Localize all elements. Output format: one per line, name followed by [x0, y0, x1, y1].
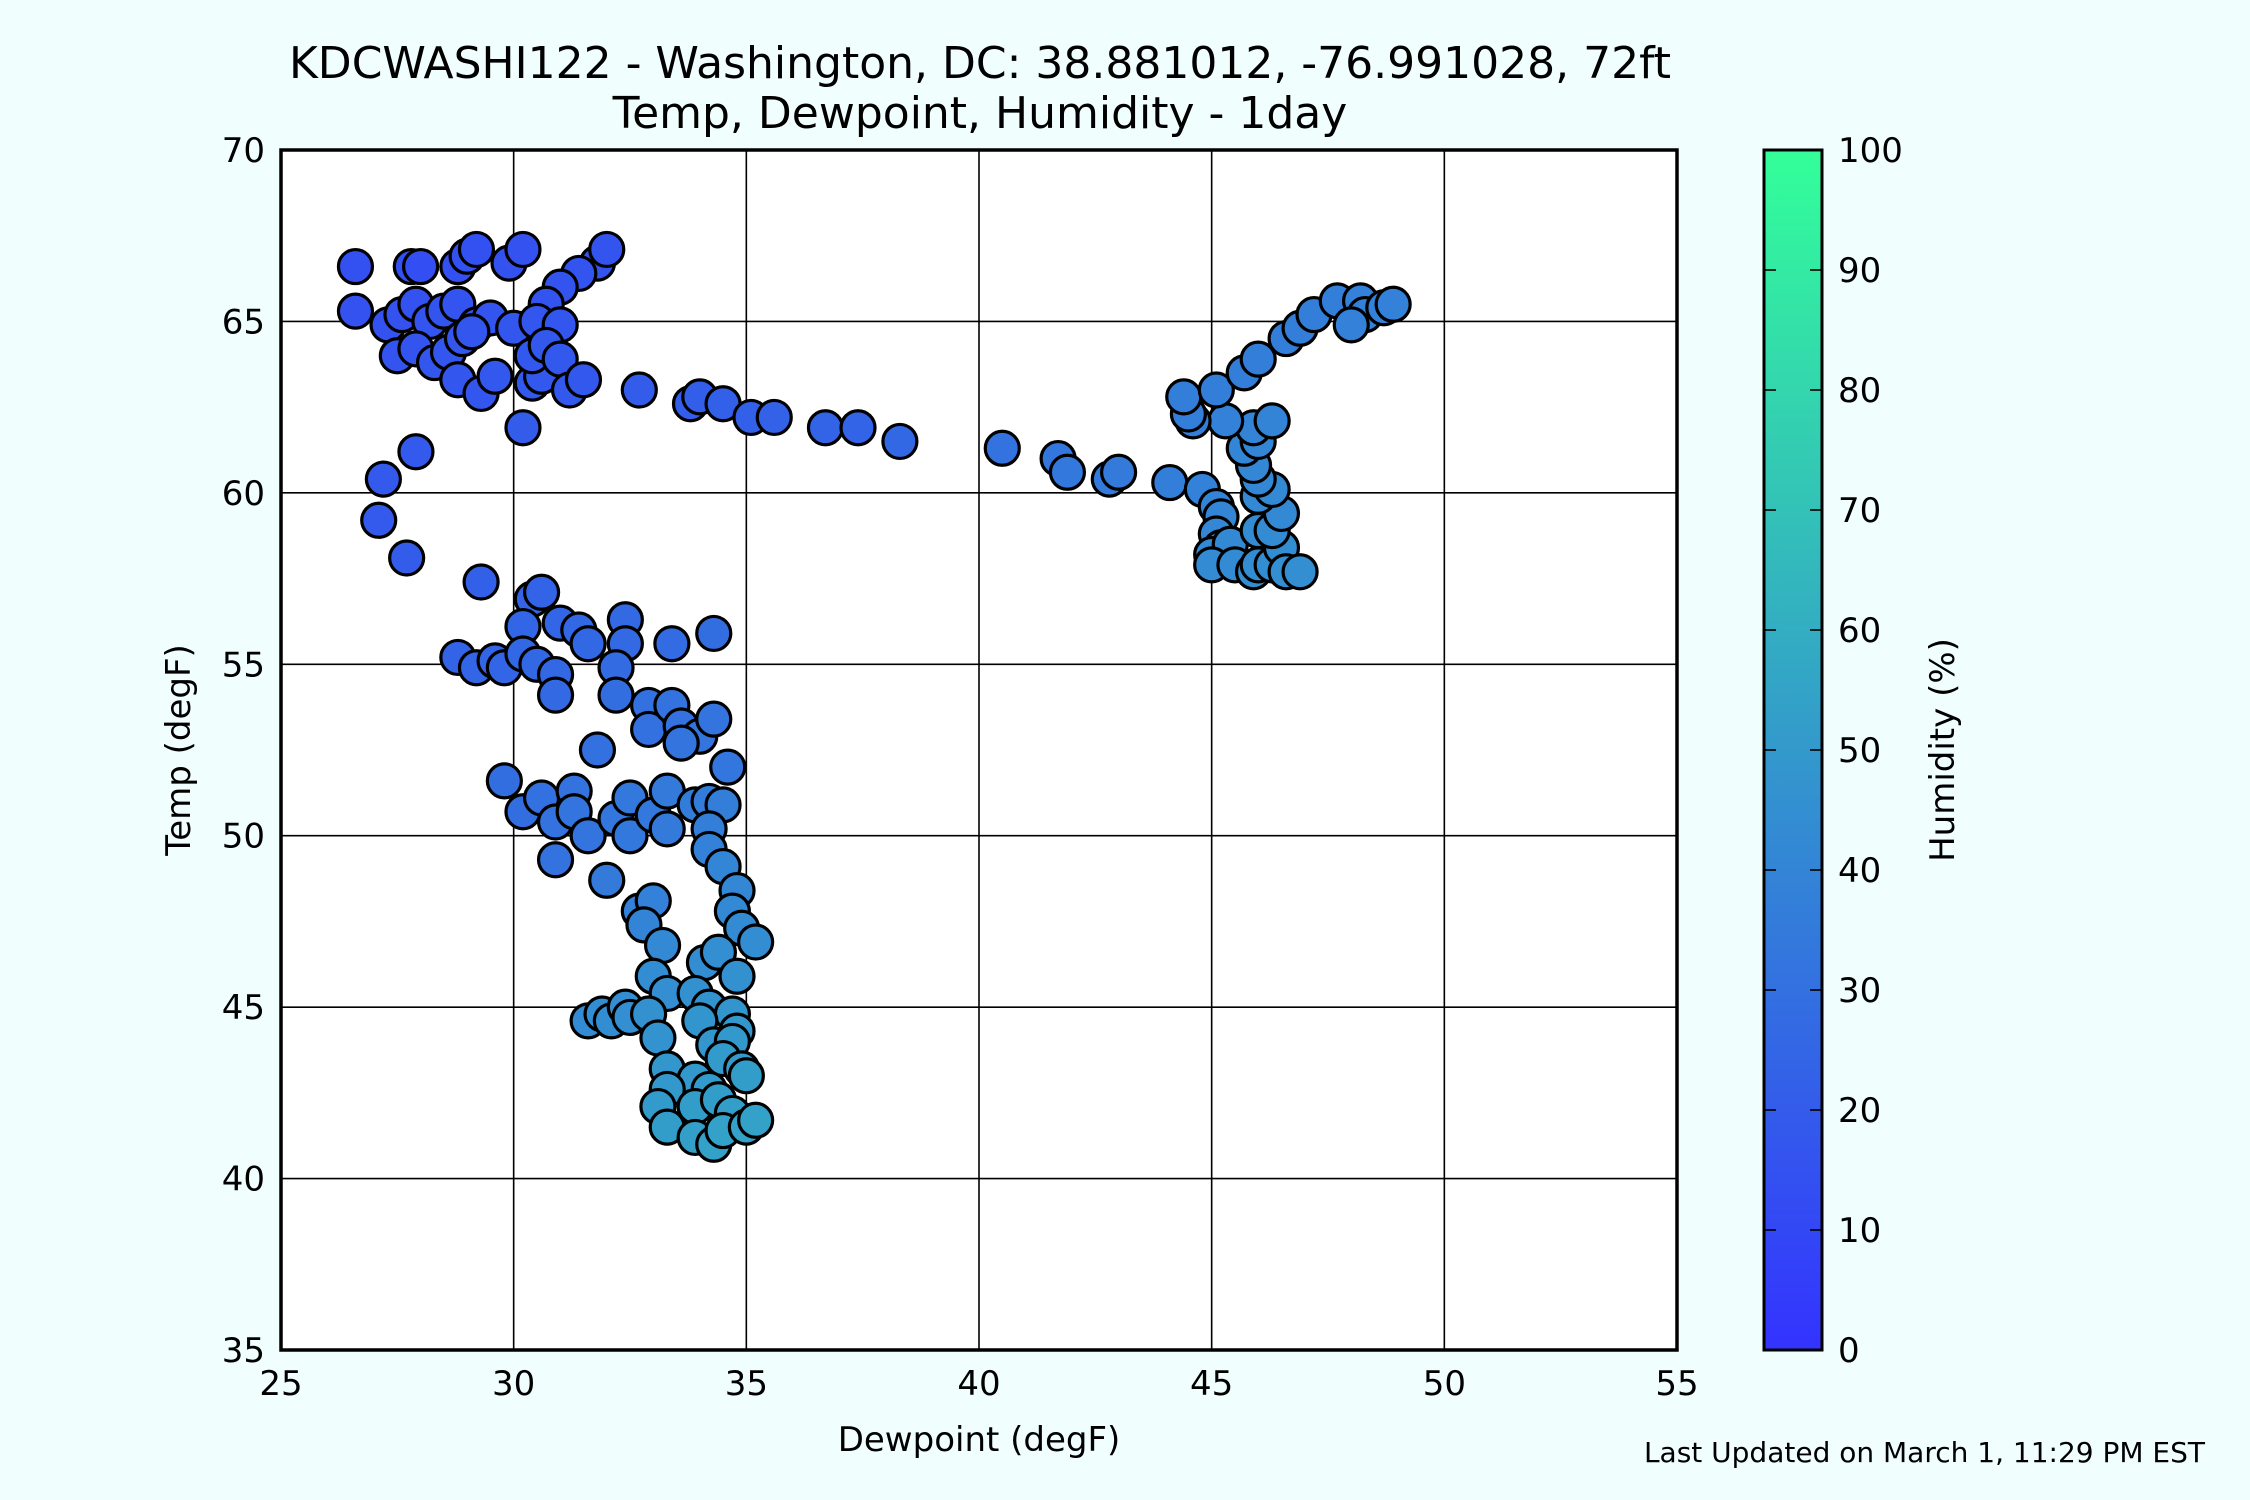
colorbar-tick-label: 90: [1838, 251, 1881, 291]
data-point: [360, 501, 398, 539]
data-point: [737, 1101, 775, 1139]
colorbar-tick-label: 30: [1838, 971, 1881, 1011]
y-tick-label: 55: [222, 645, 265, 685]
x-tick-label: 35: [725, 1364, 768, 1404]
colorbar-ticks: 0 10 20 30 40 50 60 70 80 90 100: [1764, 131, 1903, 1371]
y-tick-label: 35: [222, 1331, 265, 1371]
x-tick-label: 45: [1190, 1364, 1233, 1404]
data-point: [718, 957, 756, 995]
data-point: [569, 625, 607, 663]
data-point: [1374, 285, 1412, 323]
y-tick-label: 65: [222, 302, 265, 342]
chart-title: KDCWASHI122 - Washington, DC: 38.881012,…: [289, 38, 1671, 89]
x-tick-label: 50: [1423, 1364, 1466, 1404]
data-point: [569, 817, 607, 855]
data-point: [522, 573, 561, 611]
data-point: [462, 563, 500, 601]
x-tick-label: 25: [259, 1364, 302, 1404]
data-point: [662, 724, 700, 762]
data-point: [727, 1057, 765, 1095]
data-point: [620, 371, 658, 409]
data-point: [1151, 463, 1189, 502]
data-point: [402, 247, 440, 286]
data-point: [457, 230, 496, 269]
data-point: [536, 841, 575, 879]
data-point: [597, 676, 635, 714]
data-point: [806, 409, 845, 447]
x-tick-label: 30: [492, 1364, 535, 1404]
data-point: [983, 429, 1021, 467]
data-point: [737, 923, 775, 961]
data-point: [755, 398, 793, 437]
data-point: [485, 762, 523, 800]
y-axis-label: Temp (degF): [159, 644, 199, 857]
data-point: [1099, 453, 1138, 491]
data-point: [588, 861, 626, 899]
data-point: [336, 292, 375, 330]
x-axis-ticks: 25 30 35 40 45 50 55: [259, 1364, 1698, 1404]
colorbar-tick-label: 50: [1838, 731, 1881, 771]
data-point: [653, 625, 691, 663]
data-point: [709, 748, 747, 786]
data-point: [611, 817, 649, 855]
colorbar-tick-label: 10: [1838, 1211, 1881, 1251]
data-point: [1048, 453, 1087, 491]
data-point: [588, 230, 626, 269]
y-tick-label: 45: [222, 988, 265, 1028]
data-point: [578, 731, 617, 769]
colorbar-label: Humidity (%): [1923, 638, 1963, 862]
chart-subtitle: Temp, Dewpoint, Humidity - 1day: [612, 88, 1348, 139]
data-point: [643, 926, 682, 965]
data-point: [504, 230, 542, 269]
data-point: [695, 614, 733, 653]
x-tick-label: 40: [957, 1364, 1000, 1404]
y-tick-label: 70: [222, 131, 265, 171]
data-point: [881, 422, 919, 461]
y-tick-label: 50: [222, 817, 265, 857]
data-point: [536, 676, 575, 714]
data-point: [364, 460, 402, 498]
colorbar-tick-label: 60: [1838, 611, 1881, 651]
data-point: [388, 539, 426, 577]
y-axis-ticks: 35 40 45 50 55 60 65 70: [222, 131, 265, 1371]
colorbar-tick-label: 100: [1838, 131, 1903, 171]
data-point: [1165, 378, 1203, 416]
y-tick-label: 60: [222, 474, 265, 514]
data-point: [639, 1019, 677, 1057]
colorbar-tick-label: 70: [1838, 491, 1881, 531]
data-point: [476, 357, 514, 395]
data-point: [1207, 402, 1245, 440]
x-tick-label: 55: [1655, 1364, 1698, 1404]
colorbar-tick-label: 20: [1838, 1091, 1881, 1131]
last-updated-text: Last Updated on March 1, 11:29 PM EST: [1644, 1436, 2206, 1469]
colorbar-tick-label: 0: [1838, 1331, 1860, 1371]
data-point: [1239, 340, 1277, 378]
y-tick-label: 40: [222, 1160, 265, 1200]
data-point: [839, 409, 877, 447]
data-point: [397, 433, 435, 471]
data-point: [564, 361, 603, 399]
data-point: [453, 313, 491, 351]
colorbar-tick-label: 40: [1838, 851, 1881, 891]
data-point: [695, 700, 733, 738]
data-point: [336, 247, 375, 286]
data-point: [1332, 306, 1370, 344]
plot-frame: [279, 148, 1679, 1352]
data-point: [1197, 371, 1235, 409]
data-point: [504, 409, 542, 447]
scatter-points: [336, 230, 1412, 1163]
data-point: [1253, 402, 1291, 440]
data-point: [1281, 553, 1319, 591]
x-axis-label: Dewpoint (degF): [838, 1420, 1121, 1460]
colorbar-tick-label: 80: [1838, 371, 1881, 411]
data-point: [648, 810, 686, 848]
